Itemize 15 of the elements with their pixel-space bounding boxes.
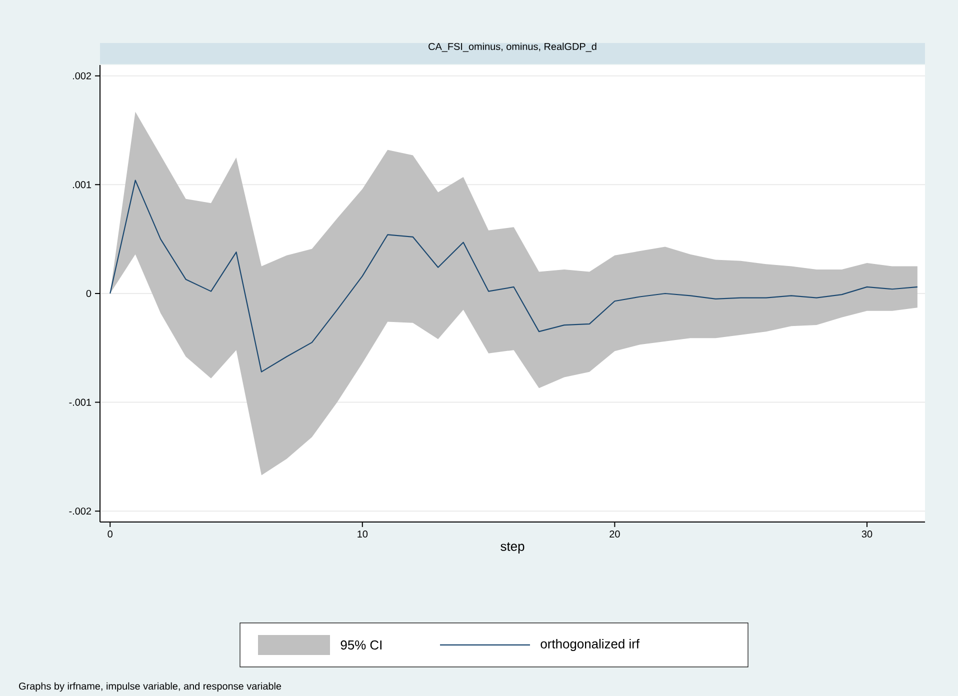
x-tick-label: 10 (358, 530, 368, 538)
chart-title: CA_FSI_ominus, ominus, RealGDP_d (428, 42, 596, 52)
text: 95% CI (340, 640, 382, 650)
line-series (110, 180, 918, 372)
y-tick-label: -.002 (69, 508, 91, 515)
y-tick-label: 0 (86, 290, 92, 298)
x-tick-label: 20 (610, 530, 620, 538)
x-tick-label: 30 (862, 530, 872, 538)
x-tick-label: 0 (108, 530, 112, 538)
y-tick-label: .002 (73, 72, 91, 80)
y-tick-label: -.001 (69, 398, 92, 406)
y-tick-label: .001 (73, 181, 92, 188)
text: Graphs by irfname, impulse variable, and response variable (19, 682, 282, 692)
text: orthogonalized irf (540, 638, 640, 652)
x-axis-title: step (500, 542, 524, 554)
